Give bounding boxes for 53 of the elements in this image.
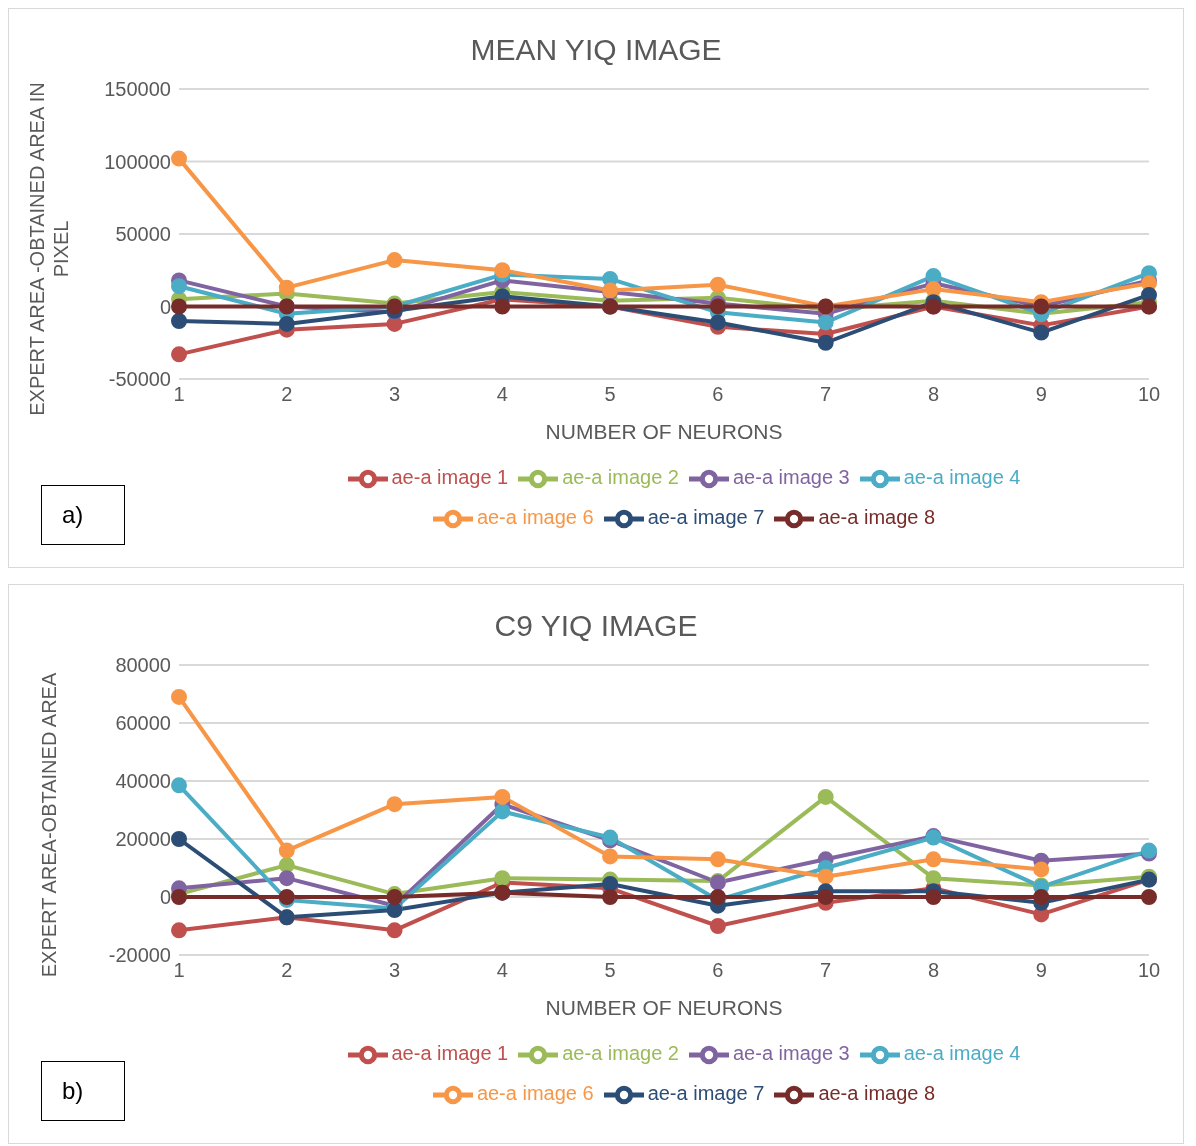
y-axis-title: EXPERT AREA-OBTAINED AREA <box>37 671 61 980</box>
legend-label: ae-a image 6 <box>476 506 594 529</box>
x-tick-label: 1 <box>173 383 185 406</box>
y-tick-label: 100000 <box>104 150 171 173</box>
legend-label: ae-a image 2 <box>562 1042 679 1065</box>
legend-label: ae-a image 7 <box>647 1082 765 1105</box>
x-tick-label: 4 <box>496 959 508 982</box>
legend-label: ae-a image 1 <box>391 466 509 489</box>
legend-label: ae-a image 1 <box>391 1042 509 1065</box>
x-tick-label: 4 <box>496 383 508 406</box>
y-tick-label: -20000 <box>108 944 171 967</box>
y-tick-label: 150000 <box>104 78 171 101</box>
legend-label: ae-a image 4 <box>903 466 1021 489</box>
legend-label: ae-a image 3 <box>733 466 850 489</box>
x-tick-label: 9 <box>1035 383 1047 406</box>
x-tick-label: 8 <box>927 383 940 406</box>
y-tick-label: -50000 <box>108 368 171 391</box>
x-tick-label: 6 <box>712 959 724 982</box>
y-tick-label: 80000 <box>115 654 171 677</box>
x-axis-title: NUMBER OF NEURONS <box>545 996 783 1019</box>
y-tick-label: 0 <box>159 886 171 909</box>
x-tick-label: 5 <box>604 959 616 982</box>
x-axis-title: NUMBER OF NEURONS <box>545 420 783 443</box>
y-tick-label: 0 <box>159 295 171 318</box>
y-tick-label: 40000 <box>115 770 171 793</box>
legend-label: ae-a image 4 <box>903 1042 1021 1065</box>
y-axis-title: EXPERT AREA -OBTAINED AREA IN PIXEL <box>25 81 73 418</box>
legend-label: ae-a image 6 <box>476 1082 594 1105</box>
chart-title: MEAN YIQ IMAGE <box>469 33 723 67</box>
legend-label: ae-a image 8 <box>818 506 936 529</box>
x-tick-label: 6 <box>712 383 724 406</box>
x-tick-label: 2 <box>281 959 293 982</box>
label-box: b) <box>41 1061 125 1121</box>
x-tick-label: 2 <box>281 383 293 406</box>
x-tick-label: 8 <box>927 959 940 982</box>
x-tick-label: 10 <box>1137 959 1161 982</box>
x-tick-label: 9 <box>1035 959 1047 982</box>
x-tick-label: 7 <box>820 383 832 406</box>
x-tick-label: 3 <box>388 383 401 406</box>
legend-label: ae-a image 3 <box>733 1042 850 1065</box>
x-tick-label: 5 <box>604 383 616 406</box>
y-tick-label: 50000 <box>115 223 171 246</box>
legend-label: ae-a image 7 <box>647 506 765 529</box>
y-tick-label: 60000 <box>115 712 171 735</box>
legend-label: ae-a image 2 <box>562 466 679 489</box>
x-tick-label: 1 <box>173 959 185 982</box>
y-tick-label: 20000 <box>115 828 171 851</box>
chart-title: C9 YIQ IMAGE <box>493 609 699 643</box>
x-tick-label: 10 <box>1137 383 1161 406</box>
legend-label: ae-a image 8 <box>818 1082 936 1105</box>
label-box: a) <box>41 485 125 545</box>
x-tick-label: 7 <box>820 959 832 982</box>
x-tick-label: 3 <box>388 959 401 982</box>
